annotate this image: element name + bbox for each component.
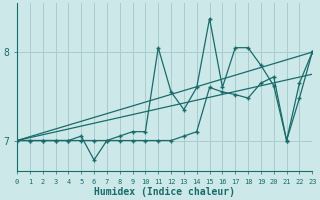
X-axis label: Humidex (Indice chaleur): Humidex (Indice chaleur) (94, 186, 235, 197)
